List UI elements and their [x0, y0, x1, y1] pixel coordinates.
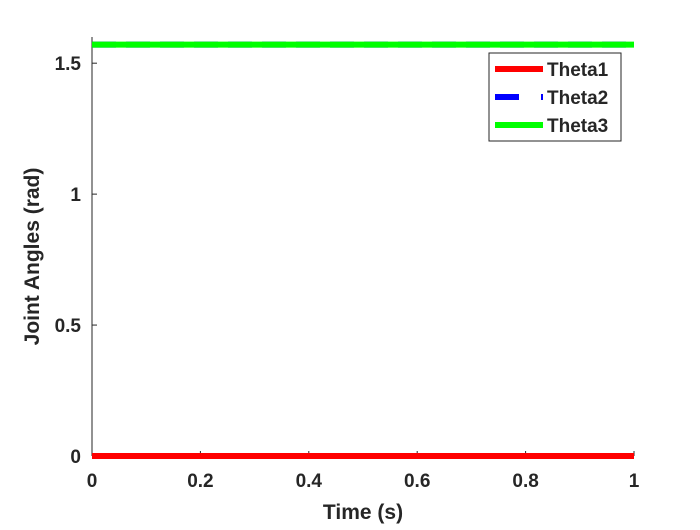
y-tick-label: 1 — [70, 185, 81, 206]
x-tick-label: 0.2 — [187, 471, 213, 492]
series-lines — [92, 41, 634, 459]
legend-label: Theta3 — [547, 116, 608, 137]
x-axis-label: Time (s) — [323, 501, 403, 524]
y-tick-label: 0 — [70, 447, 81, 468]
x-tick-label: 0 — [87, 471, 98, 492]
legend-label: Theta1 — [547, 60, 609, 81]
x-tick-label: 0.6 — [404, 471, 430, 492]
y-tick-label: 0.5 — [55, 316, 82, 337]
x-tick-label: 0.4 — [296, 471, 323, 492]
x-tick-label: 1 — [629, 471, 640, 492]
y-axis-label: Joint Angles (rad) — [21, 168, 44, 346]
legend: Theta1 Theta2 Theta3 — [488, 52, 622, 142]
y-tick-label: 1.5 — [55, 54, 82, 75]
tick-labels: 0 0.2 0.4 0.6 0.8 1 0 0.5 1 1.5 — [55, 54, 640, 492]
x-tick-label: 0.8 — [512, 471, 538, 492]
legend-label: Theta2 — [547, 88, 608, 109]
